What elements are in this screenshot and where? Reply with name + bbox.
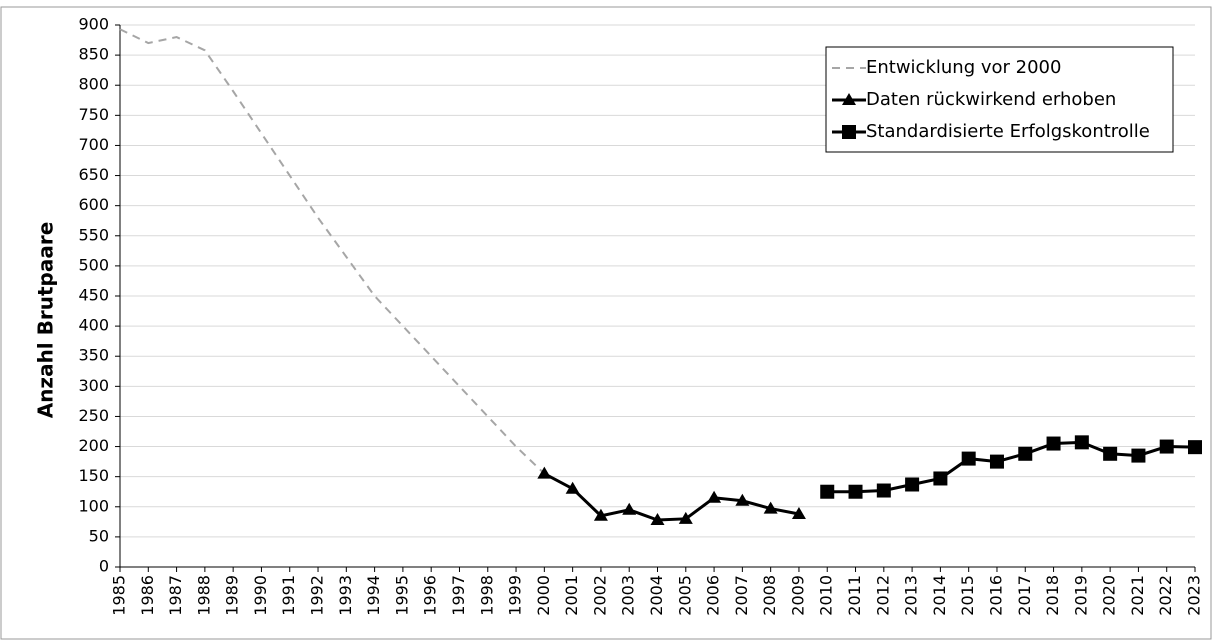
x-tick-label: 2001 [562,575,581,616]
x-tick-label: 2000 [534,575,553,616]
x-tick-label: 2010 [817,575,836,616]
x-tick-label: 2014 [930,575,949,616]
y-tick-label: 100 [78,496,109,515]
x-tick-label: 1985 [110,575,129,616]
x-tick-label: 1996 [421,575,440,616]
y-tick-label: 300 [78,376,109,395]
x-tick-label: 1999 [506,575,525,616]
y-tick-label: 700 [78,135,109,154]
y-tick-label: 450 [78,286,109,305]
point [876,483,891,498]
y-tick-label: 350 [78,346,109,365]
y-tick-label: 850 [78,45,109,64]
legend-label: Standardisierte Erfolgskontrolle [866,121,1150,142]
point [735,493,750,506]
point [1131,448,1146,463]
point [1018,446,1033,461]
y-tick-label: 900 [78,15,109,34]
x-tick-label: 1988 [194,575,213,616]
x-tick-label: 2023 [1185,575,1204,616]
x-tick-label: 1990 [251,575,270,616]
legend-marker [842,125,856,139]
x-tick-label: 2012 [873,575,892,616]
point [650,513,665,526]
x-tick-label: 2020 [1100,575,1119,616]
x-tick-label: 2009 [788,575,807,616]
y-axis-label: Anzahl Brutpaare [34,222,58,419]
x-tick-label: 1994 [364,575,383,616]
x-tick-label: 2018 [1043,575,1062,616]
y-tick-label: 400 [78,316,109,335]
x-tick-label: 1991 [279,575,298,616]
y-tick-label: 550 [78,225,109,244]
legend-marker [842,93,856,105]
x-tick-label: 2005 [675,575,694,616]
x-tick-label: 2003 [619,575,638,616]
point [1188,440,1202,455]
y-tick-label: 600 [78,195,109,214]
x-tick-label: 2021 [1128,575,1147,616]
point [933,471,948,486]
y-tick-label: 50 [89,526,109,545]
point [1046,436,1061,451]
y-tick-label: 150 [78,466,109,485]
series-line [543,472,800,522]
y-tick-label: 0 [99,557,109,576]
point [848,484,863,499]
x-tick-label: 2008 [760,575,779,616]
y-tick-label: 800 [78,75,109,94]
point [905,477,920,492]
series-line [119,28,546,475]
x-tick-label: 2022 [1156,575,1175,616]
point [707,490,722,503]
x-tick-label: 1989 [223,575,242,616]
point [1074,435,1089,450]
x-tick-label: 2016 [986,575,1005,616]
x-tick-label: 1993 [336,575,355,616]
x-tick-label: 1987 [166,575,185,616]
point [1103,446,1118,461]
point [622,502,637,515]
point [961,451,976,466]
x-tick-label: 2011 [845,575,864,616]
x-tick-label: 1986 [138,575,157,616]
x-tick-label: 2019 [1071,575,1090,616]
x-tick-label: 2004 [647,575,666,616]
x-tick-label: 2007 [732,575,751,616]
x-tick-label: 1998 [477,575,496,616]
x-tick-label: 1995 [392,575,411,616]
point [989,454,1004,469]
point [791,507,806,520]
y-tick-label: 500 [78,255,109,274]
legend-box [825,46,1174,153]
x-tick-label: 1997 [449,575,468,616]
point [678,511,693,524]
point [1159,439,1174,454]
x-tick-label: 2015 [958,575,977,616]
point [537,466,552,479]
y-tick-label: 650 [78,165,109,184]
point [593,508,608,521]
legend-label: Daten rückwirkend erhoben [866,89,1116,110]
x-tick-label: 2017 [1015,575,1034,616]
frame [0,6,1212,640]
point [565,481,580,494]
y-tick-label: 200 [78,436,109,455]
x-tick-label: 2006 [704,575,723,616]
x-tick-label: 1992 [308,575,327,616]
point [763,501,778,514]
x-tick-label: 2013 [902,575,921,616]
y-tick-label: 250 [78,406,109,425]
x-tick-label: 2002 [590,575,609,616]
point [820,484,835,499]
legend-label: Entwicklung vor 2000 [866,57,1061,78]
y-tick-label: 750 [78,105,109,124]
